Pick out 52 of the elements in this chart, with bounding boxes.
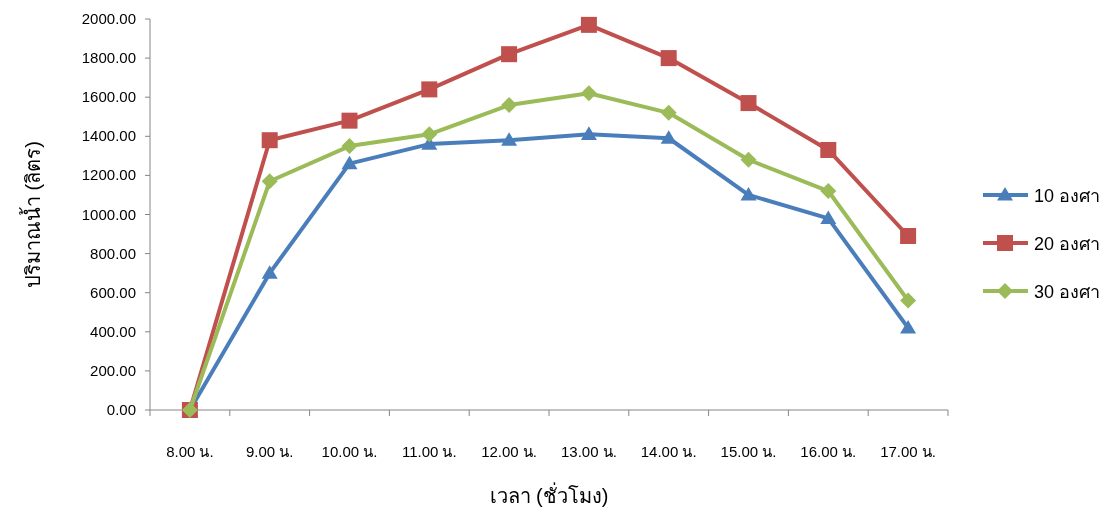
x-tick-label: 16.00 น. [800,443,857,460]
y-tick-label: 2000.00 [81,10,136,27]
y-axis-title: ปริมาณน้ำ (ลิตร) [19,141,44,288]
x-axis-title: เวลา (ชั่วโมง) [489,482,609,507]
y-tick-label: 800.00 [90,244,136,262]
point [261,173,278,190]
point [900,292,917,309]
point [580,85,597,102]
point [820,210,837,225]
y-tick-label: 0.00 [106,401,136,418]
y-tick-label: 600.00 [90,283,136,301]
point [740,186,757,201]
point [341,112,358,129]
x-tick-label: 10.00 น. [321,443,378,460]
point [341,155,358,170]
legend-label: 30 องศา [1034,282,1101,302]
legend-label: 10 องศา [1034,186,1101,206]
legend-label: 20 องศา [1034,234,1101,254]
point [660,130,677,144]
x-tick-label: 9.00 น. [245,443,294,460]
x-tick-label: 15.00 น. [720,443,777,460]
y-tick-label: 400.00 [90,322,136,340]
point [740,95,757,112]
y-tick-label: 1200.00 [81,166,136,184]
x-tick-label: 17.00 น. [880,443,937,460]
point [660,104,677,121]
point [900,228,917,245]
y-tick-label: 1600.00 [81,88,136,106]
point [261,132,278,149]
point [820,183,837,200]
point [660,50,677,67]
point [580,126,597,140]
x-tick-label: 8.00 น. [166,443,214,460]
point [261,265,278,279]
point [421,126,438,143]
y-tick-label: 200.00 [90,361,136,379]
point [341,138,358,155]
x-tick-label: 14.00 น. [640,443,697,460]
y-tick-label: 1800.00 [81,49,136,67]
point [820,141,837,158]
point [580,16,597,33]
point [421,81,438,98]
point [501,97,518,114]
y-tick-label: 1000.00 [81,205,136,223]
point [501,132,518,146]
x-tick-label: 13.00 น. [560,443,617,460]
point [900,319,917,334]
point [740,151,757,168]
point [501,46,518,63]
x-tick-label: 11.00 น. [401,443,457,460]
y-tick-label: 1400.00 [81,127,136,145]
x-tick-label: 12.00 น. [481,443,538,460]
